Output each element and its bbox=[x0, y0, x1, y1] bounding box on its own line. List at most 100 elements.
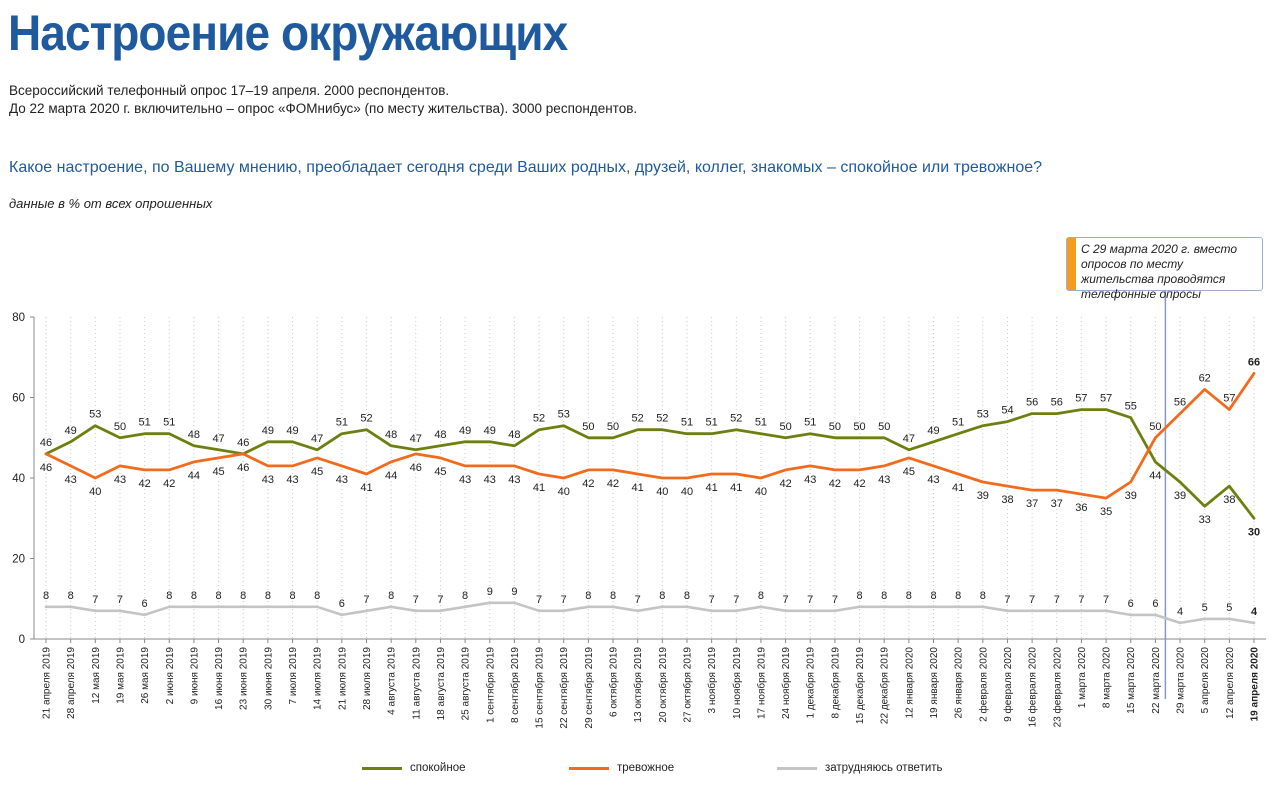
data-label: 8 bbox=[289, 590, 295, 602]
x-tick-label: 21 июля 2019 bbox=[337, 647, 348, 710]
data-label: 43 bbox=[878, 474, 890, 486]
data-label: 56 bbox=[1051, 397, 1063, 409]
data-label: 45 bbox=[212, 466, 224, 478]
callout-accent-bar bbox=[1067, 238, 1076, 290]
data-label: 8 bbox=[314, 590, 320, 602]
y-tick-label: 0 bbox=[19, 634, 25, 646]
data-label: 51 bbox=[804, 417, 816, 429]
legend-label-anxious: тревожное bbox=[617, 762, 675, 774]
data-label: 50 bbox=[114, 421, 126, 433]
data-label: 8 bbox=[906, 590, 912, 602]
data-label: 49 bbox=[262, 425, 274, 437]
callout-text: С 29 марта 2020 г. вместо опросов по мес… bbox=[1081, 242, 1238, 301]
data-label: 36 bbox=[1075, 502, 1087, 514]
data-label: 57 bbox=[1100, 393, 1112, 405]
data-label: 5 bbox=[1226, 602, 1232, 614]
data-label: 7 bbox=[1103, 594, 1109, 606]
data-label: 9 bbox=[487, 586, 493, 598]
x-tick-label: 2 июня 2019 bbox=[165, 647, 176, 705]
data-label: 45 bbox=[434, 466, 446, 478]
data-label: 40 bbox=[558, 486, 570, 498]
data-label: 57 bbox=[1223, 393, 1235, 405]
data-label: 42 bbox=[607, 478, 619, 490]
data-label: 8 bbox=[43, 590, 49, 602]
data-label: 46 bbox=[237, 437, 249, 449]
data-label: 46 bbox=[237, 462, 249, 474]
data-label: 50 bbox=[853, 421, 865, 433]
data-label: 7 bbox=[437, 594, 443, 606]
data-label: 51 bbox=[755, 417, 767, 429]
data-label: 46 bbox=[410, 462, 422, 474]
data-label: 8 bbox=[191, 590, 197, 602]
x-tick-label: 25 августа 2019 bbox=[461, 647, 472, 721]
data-label: 66 bbox=[1248, 356, 1260, 368]
data-label: 40 bbox=[755, 486, 767, 498]
y-axis-ticks: 0 20 40 60 80 bbox=[12, 312, 34, 646]
data-label: 37 bbox=[1051, 498, 1063, 510]
x-tick-label: 19 мая 2019 bbox=[115, 647, 126, 704]
data-label: 50 bbox=[582, 421, 594, 433]
data-label: 43 bbox=[459, 474, 471, 486]
data-label: 43 bbox=[65, 474, 77, 486]
data-label: 6 bbox=[142, 598, 148, 610]
data-label: 7 bbox=[635, 594, 641, 606]
data-label: 51 bbox=[163, 417, 175, 429]
page-title: Настроение окружающих bbox=[8, 5, 568, 61]
data-label: 43 bbox=[286, 474, 298, 486]
data-label: 4 bbox=[1251, 606, 1258, 618]
x-tick-label: 18 августа 2019 bbox=[436, 647, 447, 721]
x-tick-label: 12 апреля 2020 bbox=[1225, 647, 1236, 719]
data-label: 8 bbox=[659, 590, 665, 602]
data-label: 7 bbox=[1004, 594, 1010, 606]
x-tick-label: 19 января 2020 bbox=[929, 647, 940, 719]
x-tick-label: 16 февраля 2020 bbox=[1027, 647, 1039, 728]
data-label: 8 bbox=[881, 590, 887, 602]
x-tick-label: 15 сентября 2019 bbox=[534, 647, 546, 729]
data-label: 50 bbox=[779, 421, 791, 433]
data-label: 48 bbox=[434, 429, 446, 441]
data-label: 43 bbox=[927, 474, 939, 486]
data-label: 49 bbox=[459, 425, 471, 437]
data-label: 50 bbox=[1149, 421, 1161, 433]
data-label: 43 bbox=[804, 474, 816, 486]
x-tick-label: 12 января 2020 bbox=[904, 647, 915, 719]
legend-swatch-anxious bbox=[569, 766, 609, 770]
y-tick-label: 20 bbox=[12, 554, 25, 566]
data-label: 44 bbox=[1149, 470, 1161, 482]
data-label: 33 bbox=[1199, 514, 1211, 526]
data-label: 46 bbox=[40, 462, 52, 474]
x-tick-label: 17 ноября 2019 bbox=[755, 647, 767, 719]
x-tick-label: 3 ноября 2019 bbox=[706, 647, 718, 714]
data-label: 41 bbox=[632, 482, 644, 494]
legend-item-anxious: тревожное bbox=[569, 761, 674, 775]
x-tick-label: 26 января 2020 bbox=[954, 647, 965, 719]
data-label: 43 bbox=[484, 474, 496, 486]
subtitle-line-1: Всероссийский телефонный опрос 17–19 апр… bbox=[9, 83, 450, 98]
data-label: 8 bbox=[980, 590, 986, 602]
x-tick-label: 30 июня 2019 bbox=[263, 647, 274, 710]
x-tick-label: 12 мая 2019 bbox=[91, 647, 102, 704]
data-label: 41 bbox=[730, 482, 742, 494]
legend-item-calm: спокойное bbox=[362, 761, 466, 775]
x-tick-label: 26 мая 2019 bbox=[140, 647, 151, 704]
data-label: 51 bbox=[706, 417, 718, 429]
data-label: 41 bbox=[533, 482, 545, 494]
x-tick-label: 22 декабря 2019 bbox=[879, 647, 891, 725]
x-tick-label: 8 декабря 2019 bbox=[829, 647, 841, 719]
chart-grid bbox=[45, 317, 1255, 639]
data-label: 50 bbox=[878, 421, 890, 433]
data-label: 47 bbox=[311, 433, 323, 445]
data-label: 7 bbox=[117, 594, 123, 606]
x-tick-label: 1 марта 2020 bbox=[1077, 647, 1088, 709]
data-label: 30 bbox=[1248, 526, 1260, 538]
data-label: 41 bbox=[360, 482, 372, 494]
x-tick-label: 19 апреля 2020 bbox=[1250, 647, 1261, 722]
data-label: 51 bbox=[336, 417, 348, 429]
data-label: 37 bbox=[1026, 498, 1038, 510]
data-label: 39 bbox=[977, 490, 989, 502]
data-label: 7 bbox=[1054, 594, 1060, 606]
x-tick-label: 8 марта 2020 bbox=[1102, 647, 1113, 709]
data-label: 41 bbox=[952, 482, 964, 494]
x-tick-label: 24 ноября 2019 bbox=[780, 647, 792, 719]
